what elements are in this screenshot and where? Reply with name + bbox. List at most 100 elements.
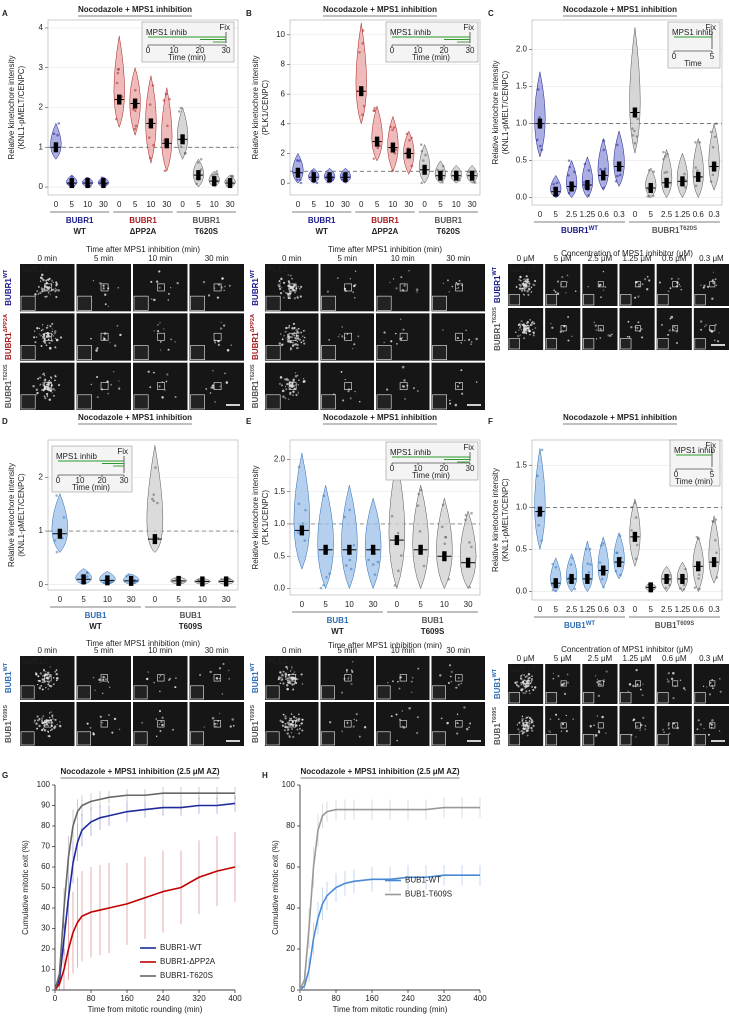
kinetochore-signal [515, 285, 518, 288]
kinetochore-signal [514, 681, 517, 685]
x-tick-label: 0.3 [709, 210, 721, 219]
kinetochore-signal [521, 717, 524, 721]
kinetochore-signal [297, 327, 300, 330]
violin-dot [567, 173, 570, 177]
kinetochore-signal [280, 343, 284, 347]
kinetochore-signal [529, 717, 531, 720]
kinetochore-signal [296, 374, 299, 377]
kinetochore-signal [281, 724, 285, 727]
x-tick-label: 5 [196, 200, 201, 209]
y-tick-label: 1.5 [516, 460, 528, 469]
zoom-inset [77, 394, 92, 410]
kinetochore-signal [401, 365, 405, 369]
kinetochore-signal [155, 280, 159, 283]
kinetochore-signal [395, 287, 398, 290]
kinetochore-signal [522, 679, 524, 682]
kinetochore-signal [284, 725, 287, 729]
x-tick-label: 30 [369, 600, 378, 609]
x-tick-label: 2.5 [661, 605, 673, 614]
inset-tick-label: 20 [196, 46, 205, 55]
kinetochore-signal [52, 387, 55, 391]
x-tick-label: 5 [649, 210, 654, 219]
kinetochore-signal [279, 676, 282, 679]
violin-dot [588, 547, 592, 551]
column-label: 0.6 μM [662, 254, 687, 263]
kinetochore-signal [53, 290, 57, 293]
kinetochore-signal [597, 731, 601, 734]
kinetochore-signal [47, 734, 50, 738]
kinetochore-signal [565, 714, 567, 717]
violin-dot [394, 148, 398, 151]
violin-dot [405, 132, 409, 136]
violin-dot [602, 139, 606, 143]
group-name: BUB1 [655, 621, 677, 630]
x-tick-label: 0 [422, 200, 427, 209]
kinetochore-signal [42, 388, 45, 392]
kinetochore-signal [519, 730, 521, 733]
kinetochore-signal [447, 682, 450, 685]
kinetochore-signal [202, 280, 206, 284]
kinetochore-signal [216, 723, 218, 725]
kinetochore-signal [46, 385, 50, 389]
plot-frame [289, 439, 481, 596]
kinetochore-signal [340, 370, 343, 373]
kinetochore-signal [55, 669, 58, 671]
violin-dot [602, 585, 605, 589]
zoom-inset [694, 294, 706, 306]
kinetochore-signal [711, 297, 714, 300]
violin [355, 22, 367, 125]
zoom-inset [265, 295, 281, 311]
marker-label: PLK1 [268, 265, 288, 274]
kinetochore-signal [600, 683, 603, 686]
x-tick-label: 5 [323, 600, 328, 609]
violin-dot [664, 155, 667, 158]
kinetochore-signal [49, 346, 52, 350]
kinetochore-signal [52, 718, 54, 720]
kinetochore-signal [46, 676, 49, 680]
zoom-region [157, 382, 165, 390]
kinetochore-signal [530, 291, 533, 293]
kinetochore-signal [602, 270, 605, 273]
kinetochore-signal [36, 683, 39, 686]
row-sup: WT [250, 269, 256, 278]
kinetochore-signal [163, 328, 165, 330]
violin-dot [133, 127, 137, 131]
kinetochore-signal [344, 379, 346, 381]
kinetochore-signal [55, 295, 58, 299]
kinetochore-signal [286, 334, 289, 336]
kinetochore-signal [531, 675, 533, 678]
kinetochore-signal [288, 735, 291, 737]
group-name: BUBR1 [129, 216, 157, 225]
kinetochore-signal [33, 336, 36, 339]
group-label-2: T609S [421, 627, 445, 636]
violin-dot [697, 537, 700, 540]
zoom-region [213, 332, 222, 341]
legend-label: BUBR1-WT [160, 943, 202, 952]
x-tick-label: 0.6 [598, 210, 610, 219]
kinetochore-signal [215, 725, 217, 728]
y-tick-label: 20 [286, 944, 295, 953]
kinetochore-signal [290, 723, 292, 726]
kinetochore-signal [302, 329, 305, 332]
x-tick-label: 0 [298, 994, 303, 1003]
kinetochore-signal [283, 290, 285, 292]
kinetochore-signal [519, 334, 521, 336]
kinetochore-signal [599, 327, 602, 330]
violin-dot [230, 175, 233, 178]
kinetochore-signal [298, 287, 301, 290]
kinetochore-signal [39, 334, 42, 337]
violin-dot [634, 516, 638, 519]
kinetochore-signal [45, 686, 47, 689]
kinetochore-signal [282, 713, 285, 716]
zoom-region [288, 283, 297, 292]
kinetochore-signal [704, 326, 706, 328]
group-name: BUBR1 [371, 216, 399, 225]
violin-dot [711, 145, 715, 149]
kinetochore-signal [524, 286, 528, 290]
kinetochore-signal [710, 723, 713, 726]
violin [708, 123, 720, 191]
kinetochore-signal [658, 281, 661, 284]
kinetochore-signal [679, 285, 682, 288]
group-label-2: WT [73, 227, 86, 236]
